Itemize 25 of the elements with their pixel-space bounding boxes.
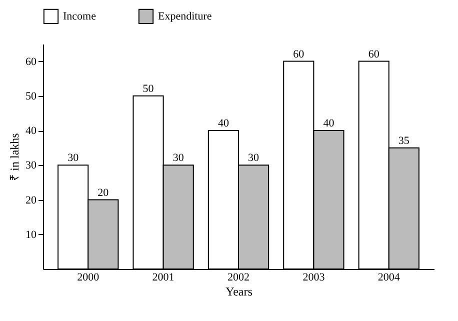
legend-label: Expenditure xyxy=(158,10,212,22)
y-tick-label: 30 xyxy=(26,160,37,172)
data-label: 60 xyxy=(293,48,305,60)
data-label: 40 xyxy=(218,118,230,130)
data-label: 20 xyxy=(98,186,110,199)
x-axis-title: Years xyxy=(226,284,253,298)
data-label: 30 xyxy=(68,152,80,164)
data-label: 40 xyxy=(323,118,335,130)
y-tick-label: 40 xyxy=(26,125,37,138)
x-tick-label: 2003 xyxy=(302,272,326,284)
data-label: 35 xyxy=(398,134,410,147)
y-tick-label: 10 xyxy=(26,228,37,241)
data-label: 30 xyxy=(172,152,184,164)
data-label: 60 xyxy=(368,48,380,60)
x-tick-label: 2002 xyxy=(228,272,250,284)
x-tick-label: 2001 xyxy=(152,272,174,284)
legend-label: Income xyxy=(63,10,96,22)
y-tick-label: 20 xyxy=(26,194,37,206)
y-tick-label: 60 xyxy=(26,56,37,68)
data-label: 30 xyxy=(248,152,260,164)
data-label: 50 xyxy=(142,82,154,95)
x-tick-label: 2004 xyxy=(378,272,400,284)
y-tick-label: 50 xyxy=(26,90,37,102)
x-tick-label: 2000 xyxy=(77,272,100,284)
y-axis-title: ₹ in lakhs xyxy=(8,132,22,181)
